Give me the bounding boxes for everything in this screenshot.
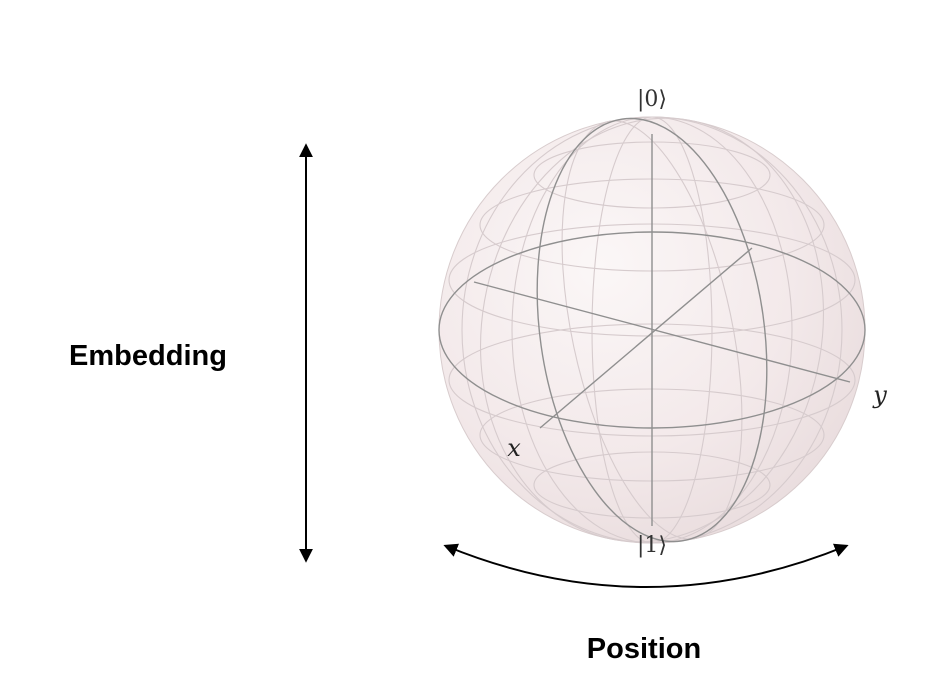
ket-zero-label: |0⟩ [637, 87, 667, 112]
ket-one-label: |1⟩ [637, 533, 667, 558]
bloch-sphere [438, 116, 866, 544]
position-arrow [443, 543, 849, 588]
y-axis-label: y [872, 381, 887, 409]
sphere-axes [473, 134, 851, 526]
meridian-xz [536, 117, 768, 543]
x-axis-label: x [507, 434, 521, 462]
embedding-label: Embedding [69, 340, 227, 372]
longitude-grid [461, 116, 843, 544]
y-axis [473, 281, 851, 383]
position-label: Position [587, 633, 701, 665]
x-axis [539, 247, 753, 429]
